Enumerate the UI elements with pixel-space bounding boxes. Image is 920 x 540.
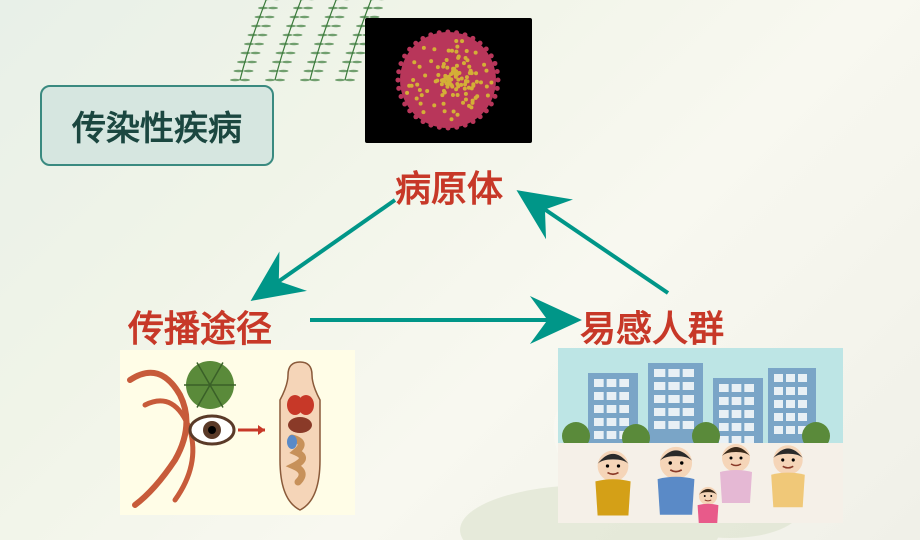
susceptible-population-label: 易感人群 xyxy=(580,300,724,352)
title-text: 传染性疾病 xyxy=(72,111,242,148)
title-box: 传染性疾病 xyxy=(40,85,274,166)
susceptible-population-illustration xyxy=(558,348,843,523)
pathogen-label: 病原体 xyxy=(395,160,503,212)
virus-illustration xyxy=(365,18,532,143)
diagram-content: 传染性疾病 病原体 传播途径 易感人群 xyxy=(0,0,920,540)
transmission-route-label: 传播途径 xyxy=(128,300,272,352)
transmission-route-illustration xyxy=(120,350,355,515)
